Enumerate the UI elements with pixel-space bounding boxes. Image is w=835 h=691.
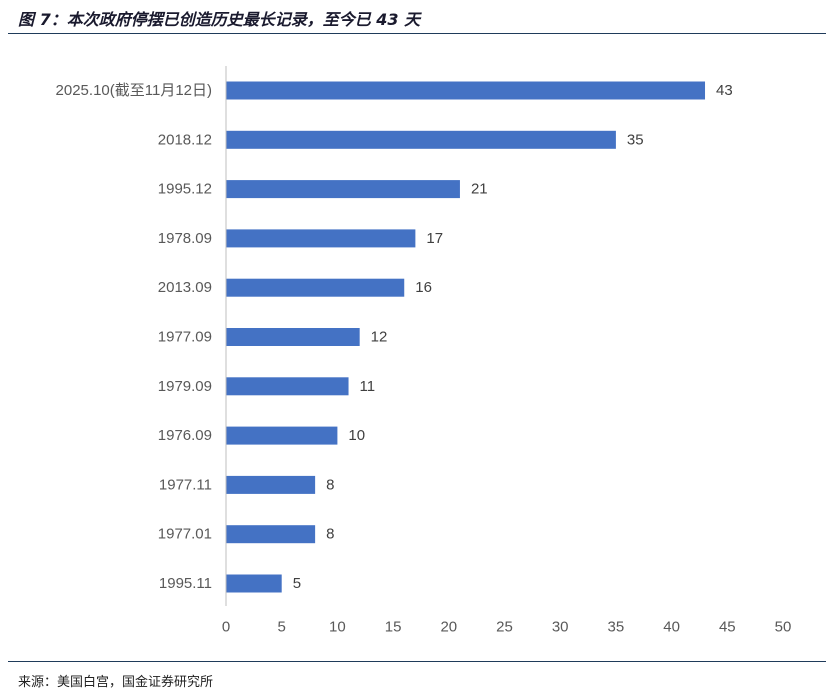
bar [226,229,416,248]
bar [226,475,316,494]
category-label: 2018.12 [158,131,212,148]
data-label: 12 [371,329,388,346]
x-tick-label: 10 [329,619,346,636]
x-tick-label: 40 [663,619,680,636]
category-label: 1977.09 [158,329,212,346]
data-label: 8 [326,476,334,493]
category-label: 1977.11 [159,476,212,493]
data-label: 10 [348,427,365,444]
data-label: 35 [627,131,644,148]
bar [226,278,405,297]
category-label: 2025.10(截至11月12日) [56,82,212,99]
bar [226,525,316,544]
data-label: 21 [471,181,488,198]
x-tick-label: 50 [775,619,792,636]
x-tick-label: 15 [385,619,402,636]
bottom-rule [8,661,826,662]
data-label: 8 [326,526,334,543]
bar [226,130,616,149]
category-label: 1978.09 [158,230,212,247]
category-label: 1995.11 [159,575,212,592]
data-label: 16 [415,279,432,296]
data-label: 43 [716,82,733,99]
x-tick-label: 20 [440,619,457,636]
category-label: 2013.09 [158,279,212,296]
data-label: 11 [360,378,376,395]
bar-chart: 2025.10(截至11月12日) 43 2018.12 35 1995.12 21 197… [56,66,792,636]
category-label: 1995.12 [158,181,212,198]
bar [226,81,706,100]
category-label: 1977.01 [158,526,212,543]
category-label: 1979.09 [158,378,212,395]
bar [226,426,338,445]
category-label: 1976.09 [158,427,212,444]
x-tick-label: 25 [496,619,513,636]
x-tick-label: 30 [552,619,569,636]
top-rule [8,33,826,34]
bar [226,180,460,199]
source-note: 来源：美国白宫，国金证券研究所 [18,675,214,690]
x-tick-label: 35 [608,619,625,636]
bar [226,328,360,346]
data-label: 5 [293,575,301,592]
x-tick-label: 5 [278,619,286,636]
figure-title: 图 7：本次政府停摆已创造历史最长记录，至今已 43 天 [18,10,421,29]
bar [226,377,349,396]
x-tick-label: 45 [719,619,736,636]
x-tick-label: 0 [222,619,230,636]
bars-layer: 2025.10(截至11月12日) 43 2018.12 35 1995.12 21 197… [56,81,733,593]
bar [226,574,282,593]
x-tick-labels: 0 5 10 15 20 25 30 35 40 45 50 [222,619,792,636]
data-label: 17 [426,230,443,247]
